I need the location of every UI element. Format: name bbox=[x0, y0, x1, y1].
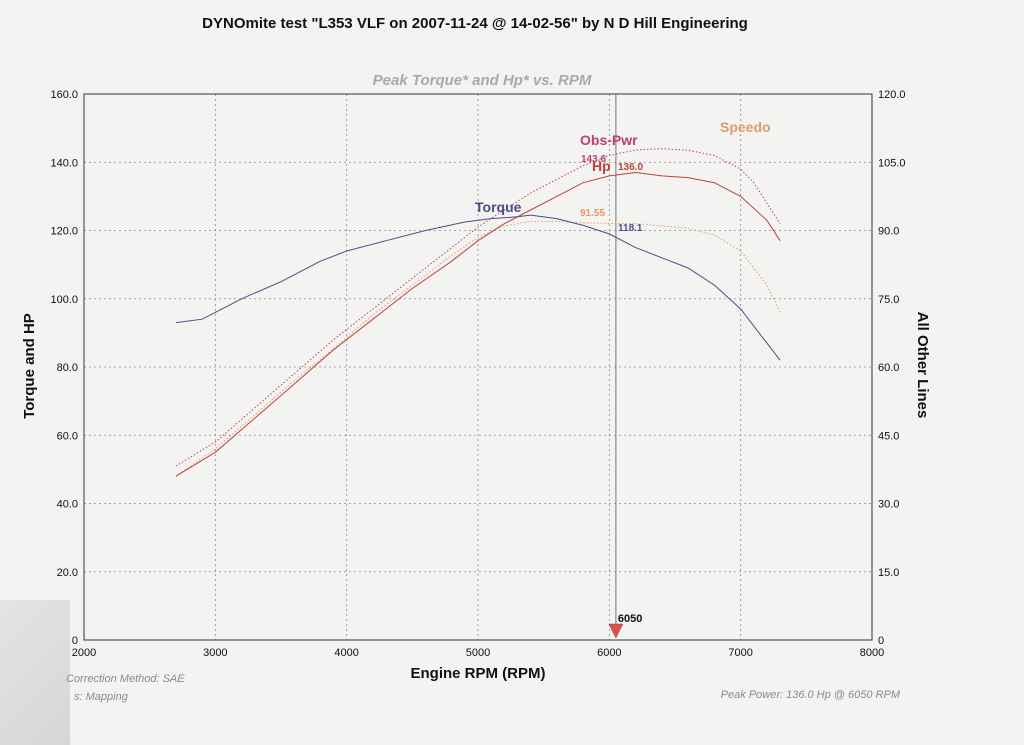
chart-title: DYNOmite test "L353 VLF on 2007-11-24 @ … bbox=[202, 15, 748, 32]
y-tick-label: 160.0 bbox=[50, 89, 78, 101]
y2-tick-label: 60.0 bbox=[878, 362, 899, 374]
x-tick-label: 2000 bbox=[72, 647, 96, 659]
torque-series-label: Torque bbox=[475, 199, 522, 215]
x-tick-label: 5000 bbox=[466, 647, 490, 659]
obs-pwr-series-label: Obs-Pwr bbox=[580, 132, 638, 148]
y-tick-label: 0 bbox=[72, 635, 78, 647]
y2-tick-label: 15.0 bbox=[878, 567, 899, 579]
torque-line bbox=[175, 214, 781, 361]
x-tick-label: 4000 bbox=[334, 647, 358, 659]
y2-tick-label: 30.0 bbox=[878, 499, 899, 511]
chart-subtitle: Peak Torque* and Hp* vs. RPM bbox=[373, 72, 592, 89]
y2-tick-label: 0 bbox=[878, 635, 884, 647]
grid-lines bbox=[84, 94, 872, 640]
speedo-line bbox=[175, 220, 781, 477]
y2-tick-label: 75.0 bbox=[878, 294, 899, 306]
page-fold-shadow bbox=[0, 600, 70, 745]
y-axis-ticks: 0 20.0 40.0 60.0 80.0 100.0 120.0 140.0 … bbox=[50, 89, 78, 647]
y-tick-label: 80.0 bbox=[57, 362, 78, 374]
speedo-series-label: Speedo bbox=[720, 119, 771, 135]
hp-cursor-value: 136.0 bbox=[618, 162, 643, 173]
y-tick-label: 20.0 bbox=[57, 567, 78, 579]
y-tick-label: 140.0 bbox=[50, 157, 78, 169]
x-tick-label: 8000 bbox=[860, 647, 884, 659]
hp-series-label: Hp bbox=[592, 158, 611, 174]
rpm-cursor-marker-icon[interactable] bbox=[608, 623, 624, 639]
y2-tick-label: 45.0 bbox=[878, 430, 899, 442]
plot-frame bbox=[83, 93, 873, 641]
y2-tick-label: 105.0 bbox=[878, 157, 906, 169]
y-axis-label: Torque and HP bbox=[21, 313, 38, 419]
obs-pwr-cursor-value: 143.6 bbox=[581, 154, 606, 165]
speedo-cursor-value: 91.55 bbox=[580, 208, 605, 219]
x-axis-ticks: 2000 3000 4000 5000 6000 7000 8000 bbox=[72, 647, 884, 659]
x-tick-label: 3000 bbox=[203, 647, 227, 659]
x-tick-label: 6000 bbox=[597, 647, 621, 659]
peak-power-text: Peak Power: 136.0 Hp @ 6050 RPM bbox=[721, 689, 901, 701]
x-axis-label: Engine RPM (RPM) bbox=[411, 665, 546, 682]
y-tick-label: 100.0 bbox=[50, 294, 78, 306]
y-tick-label: 60.0 bbox=[57, 430, 78, 442]
y-tick-label: 120.0 bbox=[50, 226, 78, 238]
y2-tick-label: 90.0 bbox=[878, 226, 899, 238]
y2-axis-ticks: 0 15.0 30.0 45.0 60.0 75.0 90.0 105.0 12… bbox=[878, 89, 906, 647]
mapping-text: s: Mapping bbox=[74, 691, 129, 703]
correction-method-text: Correction Method: SAE bbox=[66, 673, 185, 685]
y-tick-label: 40.0 bbox=[57, 499, 78, 511]
y2-tick-label: 120.0 bbox=[878, 89, 906, 101]
y2-axis-label: All Other Lines bbox=[914, 312, 931, 419]
hp-line bbox=[175, 171, 781, 477]
torque-cursor-value: 118.1 bbox=[618, 223, 643, 234]
rpm-cursor-label: 6050 bbox=[618, 613, 642, 625]
obs-pwr-line bbox=[175, 148, 781, 467]
x-tick-label: 7000 bbox=[728, 647, 752, 659]
